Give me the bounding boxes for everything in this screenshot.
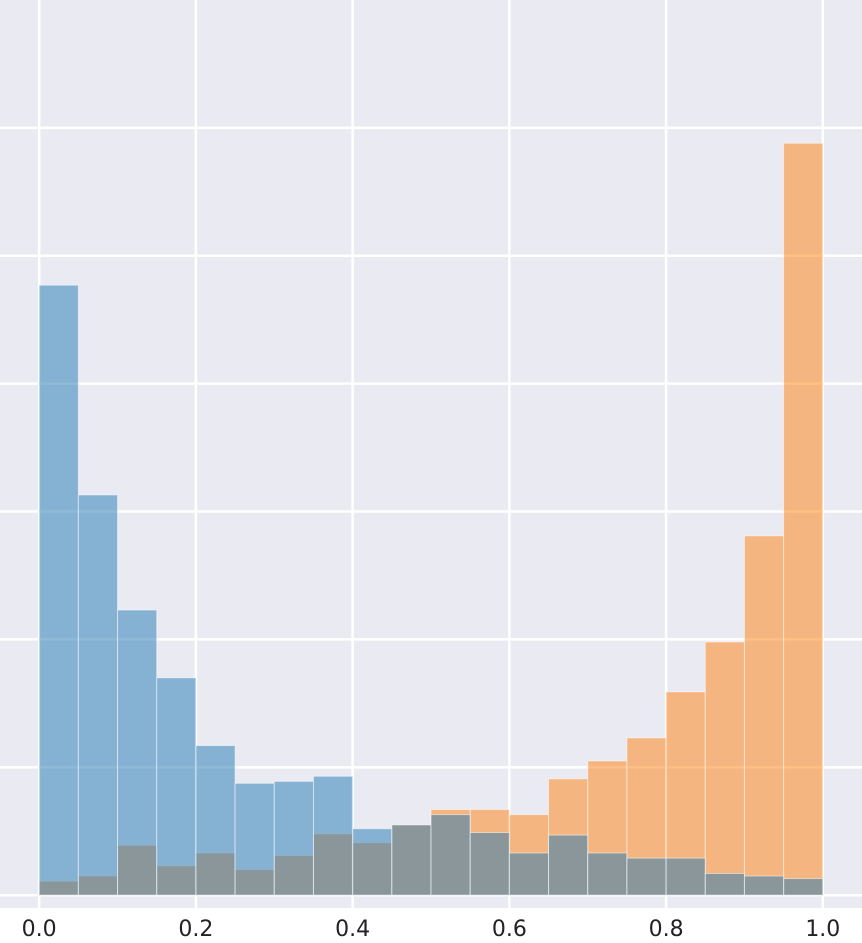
- x-tick-label: 0.0: [22, 917, 57, 942]
- x-tick-label: 1.0: [805, 917, 840, 942]
- histogram-bar: [665, 857, 706, 896]
- histogram-bar: [469, 832, 510, 896]
- histogram-bar: [743, 535, 785, 896]
- histogram-bar: [391, 824, 432, 896]
- histogram-bar: [312, 775, 354, 896]
- histogram-bar: [783, 142, 824, 896]
- histogram-bar: [234, 782, 275, 896]
- histogram-bar: [548, 834, 589, 896]
- x-tick-label: 0.4: [335, 917, 370, 942]
- histogram-bar: [743, 875, 785, 896]
- histogram-bar: [195, 745, 236, 896]
- histogram-bar: [273, 780, 314, 896]
- x-tick-label: 0.8: [649, 917, 684, 942]
- x-tick-label: 0.2: [178, 917, 213, 942]
- histogram-bar: [704, 872, 745, 896]
- histogram-bar: [430, 814, 471, 896]
- histogram-bar: [77, 494, 119, 896]
- x-tick-label: 0.6: [492, 917, 527, 942]
- histogram-bar: [117, 609, 158, 896]
- histogram-bar: [704, 641, 745, 896]
- histogram-bar: [38, 284, 79, 896]
- histogram-bar: [508, 852, 550, 896]
- histogram-bar: [783, 878, 824, 896]
- histogram-bar: [587, 852, 628, 896]
- histogram-bar: [352, 828, 393, 896]
- histogram-bar: [156, 677, 197, 896]
- histogram-bar: [626, 857, 667, 896]
